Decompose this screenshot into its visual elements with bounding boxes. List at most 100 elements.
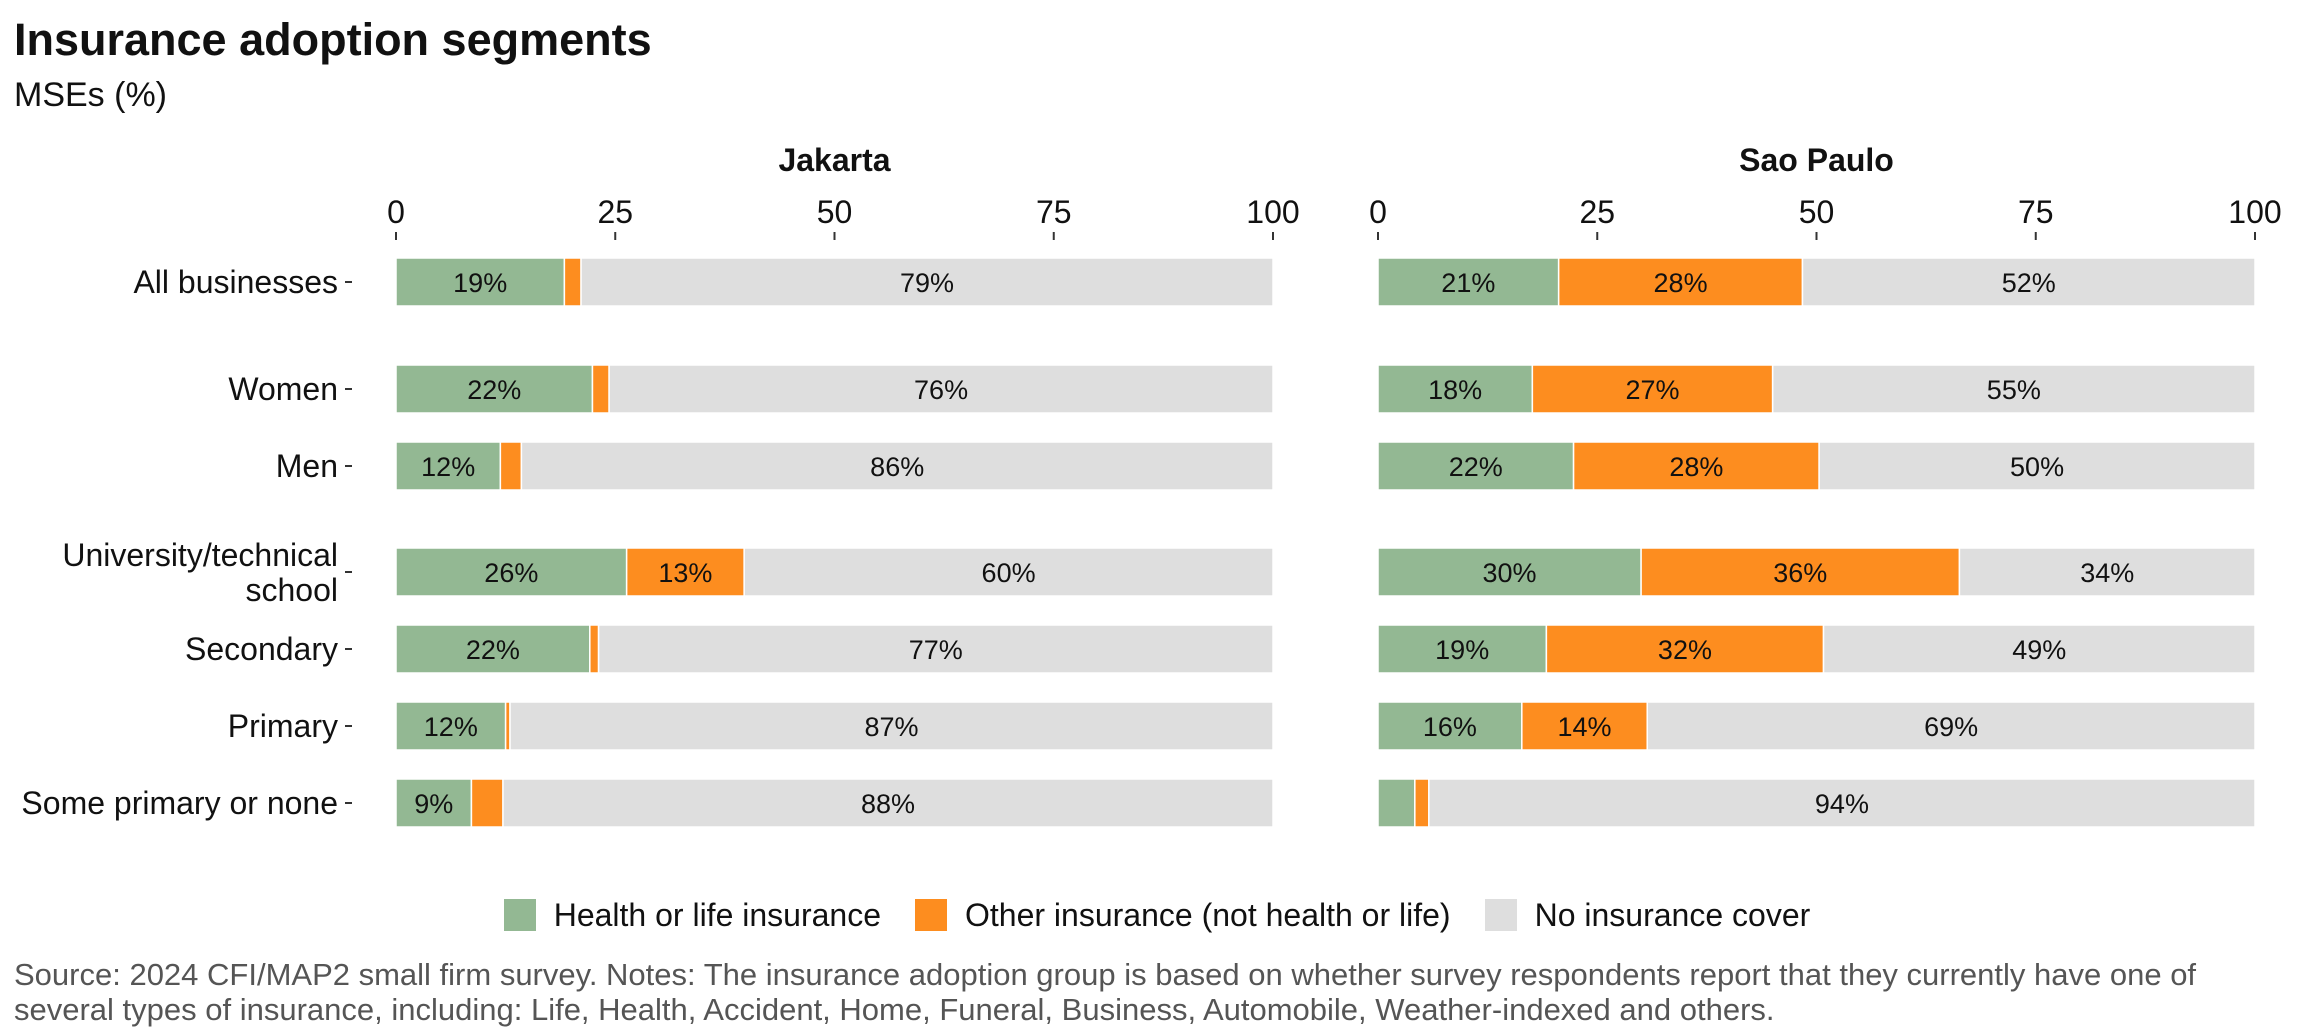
bar-segment-none: [502, 778, 1274, 828]
bar-segment-other: [1521, 701, 1648, 751]
data-label: 28%: [1669, 452, 1723, 482]
data-label: 22%: [466, 635, 520, 665]
bar-segment-health: [1377, 257, 1560, 307]
data-label: 28%: [1654, 268, 1708, 298]
x-tick-label: 75: [2018, 194, 2054, 230]
bar-segment-health: [395, 624, 591, 674]
x-tick-label: 50: [1799, 194, 1835, 230]
category-label: Primary: [228, 708, 338, 744]
data-label: 16%: [1423, 712, 1477, 742]
data-label: 12%: [421, 452, 475, 482]
source-note: Source: 2024 CFI/MAP2 small firm survey.…: [14, 957, 2197, 1027]
legend-label-other: Other insurance (not health or life): [965, 896, 1451, 933]
bar-segment-none: [1771, 364, 2256, 414]
data-label: 26%: [484, 558, 538, 588]
data-label: 22%: [467, 375, 521, 405]
bar-segment-other: [1640, 547, 1961, 597]
x-tick-label: 50: [817, 194, 853, 230]
bar-segment-health: [395, 778, 473, 828]
bar-segment-other: [625, 547, 745, 597]
category-label: All businesses: [133, 264, 338, 300]
x-tick-label: 0: [387, 194, 405, 230]
bar-segment-none: [509, 701, 1274, 751]
bar-segment-health: [395, 701, 507, 751]
category-label: school: [246, 572, 339, 608]
category-label: Women: [228, 371, 338, 407]
data-label: 76%: [914, 375, 968, 405]
bar-segment-other: [1531, 364, 1774, 414]
bar-segment-none: [608, 364, 1274, 414]
data-label: 55%: [1987, 375, 2041, 405]
bar-segment-health: [1377, 624, 1548, 674]
data-label: 27%: [1625, 375, 1679, 405]
legend-swatch-health: [503, 899, 536, 931]
legend-label-health: Health or life insurance: [553, 896, 881, 933]
data-label: 49%: [2012, 635, 2066, 665]
category-label: Men: [276, 448, 338, 484]
data-label: 34%: [2080, 558, 2134, 588]
bar-segment-none: [1801, 257, 2256, 307]
data-label: 52%: [2002, 268, 2056, 298]
data-label: 60%: [982, 558, 1036, 588]
bar-segment-none: [520, 441, 1274, 491]
data-label: 87%: [864, 712, 918, 742]
x-tick-label: 100: [1246, 194, 1299, 230]
x-tick-label: 25: [1579, 194, 1615, 230]
bar-segment-none: [1428, 778, 2256, 828]
bar-segment-none: [1818, 441, 2256, 491]
data-label: 19%: [1435, 635, 1489, 665]
legend-swatch-none: [1484, 899, 1517, 931]
category-label: Some primary or none: [21, 785, 338, 821]
bar-segment-none: [597, 624, 1274, 674]
data-label: 69%: [1924, 712, 1978, 742]
chart-legend: Health or life insurance Other insurance…: [0, 890, 2304, 940]
chart-subtitle: MSEs (%): [14, 76, 167, 114]
bar-segment-none: [1958, 547, 2256, 597]
data-label: 13%: [658, 558, 712, 588]
bar-segment-none: [1822, 624, 2256, 674]
data-label: 86%: [870, 452, 924, 482]
data-label: 36%: [1773, 558, 1827, 588]
x-tick-label: 100: [2228, 194, 2281, 230]
bar-segment-other: [470, 778, 504, 828]
bar-segment-none: [580, 257, 1274, 307]
data-label: 21%: [1441, 268, 1495, 298]
x-tick-label: 0: [1369, 194, 1387, 230]
bar-segment-none: [743, 547, 1274, 597]
stacked-bar-chart: All businesses Women Men University/technic…: [21, 142, 2282, 828]
panel-title: Jakarta: [778, 142, 890, 178]
chart-title: Insurance adoption segments: [14, 14, 652, 65]
data-label: 32%: [1658, 635, 1712, 665]
bar-segment-other: [1557, 257, 1804, 307]
x-tick-label: 75: [1036, 194, 1072, 230]
data-label: 18%: [1428, 375, 1482, 405]
bar-segment-health: [1377, 364, 1534, 414]
data-label: 88%: [861, 789, 915, 819]
data-label: 12%: [424, 712, 478, 742]
bar-segment-other: [589, 624, 600, 674]
data-label: 50%: [2010, 452, 2064, 482]
category-label: University/technical: [62, 537, 338, 573]
data-label: 30%: [1483, 558, 1537, 588]
bar-segment-none: [1646, 701, 2256, 751]
data-label: 77%: [909, 635, 963, 665]
legend-item-other: Other insurance (not health or life): [915, 897, 1451, 934]
bar-segment-health: [1377, 778, 1416, 828]
legend-label-none: No insurance cover: [1534, 896, 1811, 933]
legend-item-health: Health or life insurance: [503, 896, 881, 934]
bar-segment-other: [563, 257, 582, 307]
bar-segment-other: [591, 364, 610, 414]
x-tick-label: 25: [597, 194, 633, 230]
data-label: 9%: [414, 789, 453, 819]
data-label: 22%: [1449, 452, 1503, 482]
bar-segment-other: [1414, 778, 1430, 828]
bar-segment-other: [499, 441, 523, 491]
legend-item-none: No insurance cover: [1484, 896, 1811, 934]
legend-swatch-other: [915, 899, 947, 931]
data-label: 94%: [1815, 789, 1869, 819]
data-label: 19%: [453, 268, 507, 298]
data-label: 14%: [1558, 712, 1612, 742]
data-label: 79%: [900, 268, 954, 298]
bar-segment-health: [1377, 547, 1642, 597]
category-label: Secondary: [185, 631, 338, 667]
